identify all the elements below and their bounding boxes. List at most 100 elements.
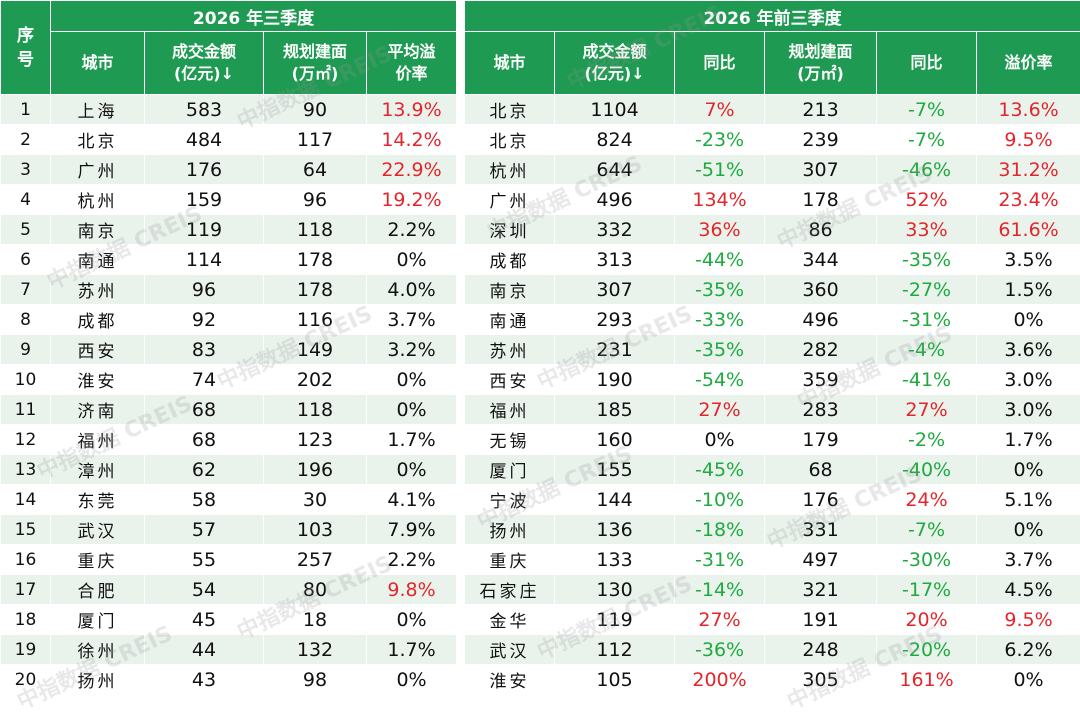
premium-ytd-cell: 61.6% (977, 215, 1080, 245)
rank-cell: 2 (1, 125, 51, 155)
area-q3-cell: 116 (264, 305, 367, 335)
city-ytd-cell: 厦门 (465, 455, 555, 485)
area-yoy-cell: 52% (877, 185, 977, 215)
gap-cell (457, 305, 465, 335)
area-ytd-cell: 179 (765, 425, 877, 455)
city-ytd-cell: 无锡 (465, 425, 555, 455)
area-yoy-cell: -17% (877, 575, 977, 605)
city-q3-cell: 徐州 (51, 635, 145, 665)
gap-cell (457, 95, 465, 125)
rank-cell: 20 (1, 665, 51, 695)
amount-ytd-cell: 644 (555, 155, 675, 185)
city-q3-cell: 东莞 (51, 485, 145, 515)
amount-yoy-cell: -45% (675, 455, 765, 485)
city-ytd-cell: 杭州 (465, 155, 555, 185)
area-q3-cell: 257 (264, 545, 367, 575)
amount-q3-cell: 83 (145, 335, 264, 365)
city-ytd-cell: 扬州 (465, 515, 555, 545)
area-yoy-cell: -7% (877, 95, 977, 125)
amount-ytd-cell: 112 (555, 635, 675, 665)
premium-q3-cell: 3.2% (367, 335, 457, 365)
area-yoy-cell: -27% (877, 275, 977, 305)
amount-yoy-cell: 36% (675, 215, 765, 245)
area-q3-cell: 202 (264, 365, 367, 395)
gap-cell (457, 485, 465, 515)
header-amount-q3: 成交金额 (亿元)↓ (145, 32, 264, 95)
area-ytd-cell: 497 (765, 545, 877, 575)
amount-q3-cell: 119 (145, 215, 264, 245)
area-yoy-cell: -30% (877, 545, 977, 575)
city-ytd-cell: 武汉 (465, 635, 555, 665)
city-q3-cell: 南京 (51, 215, 145, 245)
amount-yoy-cell: -44% (675, 245, 765, 275)
amount-yoy-cell: 27% (675, 605, 765, 635)
area-yoy-cell: -46% (877, 155, 977, 185)
rank-cell: 15 (1, 515, 51, 545)
amount-yoy-cell: -18% (675, 515, 765, 545)
premium-ytd-cell: 3.6% (977, 335, 1080, 365)
premium-q3-cell: 0% (367, 455, 457, 485)
amount-q3-cell: 92 (145, 305, 264, 335)
premium-ytd-cell: 0% (977, 515, 1080, 545)
amount-ytd-cell: 1104 (555, 95, 675, 125)
amount-yoy-cell: 200% (675, 665, 765, 695)
area-ytd-cell: 68 (765, 455, 877, 485)
area-q3-cell: 118 (264, 215, 367, 245)
amount-ytd-cell: 155 (555, 455, 675, 485)
rank-cell: 9 (1, 335, 51, 365)
amount-ytd-cell: 293 (555, 305, 675, 335)
area-ytd-cell: 359 (765, 365, 877, 395)
area-yoy-cell: -7% (877, 515, 977, 545)
rank-cell: 4 (1, 185, 51, 215)
amount-q3-cell: 583 (145, 95, 264, 125)
city-ytd-cell: 金华 (465, 605, 555, 635)
area-yoy-cell: -40% (877, 455, 977, 485)
rank-cell: 10 (1, 365, 51, 395)
gap-cell (457, 185, 465, 215)
area-q3-cell: 149 (264, 335, 367, 365)
gap-cell (457, 575, 465, 605)
header-gap (457, 1, 465, 95)
gap-cell (457, 425, 465, 455)
rank-cell: 1 (1, 95, 51, 125)
amount-q3-cell: 45 (145, 605, 264, 635)
amount-yoy-cell: -23% (675, 125, 765, 155)
gap-cell (457, 215, 465, 245)
area-q3-cell: 123 (264, 425, 367, 455)
amount-q3-cell: 114 (145, 245, 264, 275)
premium-ytd-cell: 0% (977, 455, 1080, 485)
premium-ytd-cell: 5.1% (977, 485, 1080, 515)
amount-ytd-cell: 231 (555, 335, 675, 365)
city-q3-cell: 漳州 (51, 455, 145, 485)
city-ytd-cell: 西安 (465, 365, 555, 395)
area-yoy-cell: 33% (877, 215, 977, 245)
city-ytd-cell: 重庆 (465, 545, 555, 575)
premium-q3-cell: 1.7% (367, 425, 457, 455)
area-yoy-cell: 20% (877, 605, 977, 635)
area-yoy-cell: -7% (877, 125, 977, 155)
amount-ytd-cell: 130 (555, 575, 675, 605)
premium-ytd-cell: 9.5% (977, 605, 1080, 635)
amount-q3-cell: 96 (145, 275, 264, 305)
area-ytd-cell: 344 (765, 245, 877, 275)
city-ytd-cell: 北京 (465, 95, 555, 125)
area-q3-cell: 103 (264, 515, 367, 545)
area-q3-cell: 90 (264, 95, 367, 125)
rank-cell: 18 (1, 605, 51, 635)
area-q3-cell: 30 (264, 485, 367, 515)
header-area-q3: 规划建面 (万㎡) (264, 32, 367, 95)
premium-ytd-cell: 6.2% (977, 635, 1080, 665)
area-yoy-cell: -4% (877, 335, 977, 365)
amount-ytd-cell: 133 (555, 545, 675, 575)
area-ytd-cell: 191 (765, 605, 877, 635)
amount-ytd-cell: 190 (555, 365, 675, 395)
amount-q3-cell: 484 (145, 125, 264, 155)
city-q3-cell: 济南 (51, 395, 145, 425)
city-ytd-cell: 深圳 (465, 215, 555, 245)
rank-cell: 12 (1, 425, 51, 455)
